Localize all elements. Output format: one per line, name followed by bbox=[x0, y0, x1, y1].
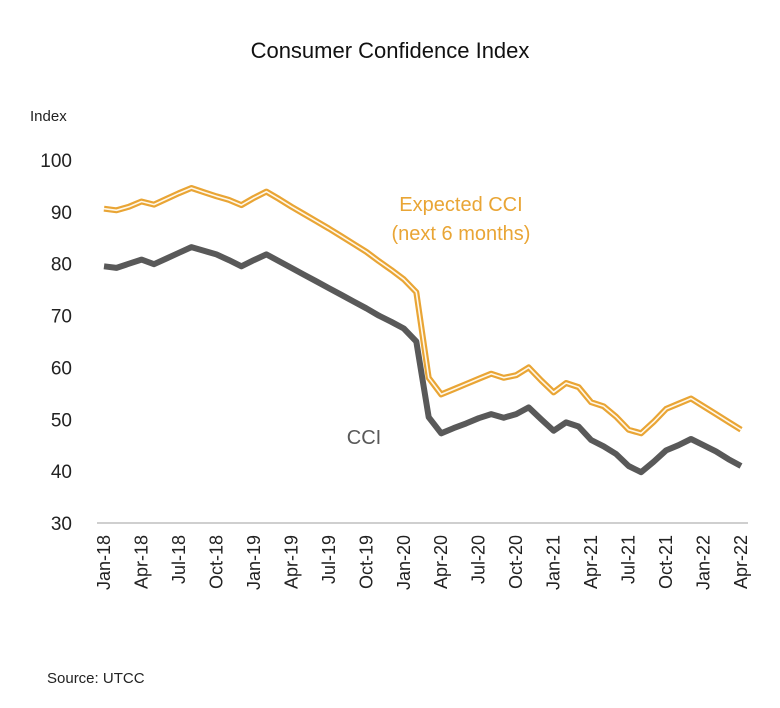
source-note: Source: UTCC bbox=[47, 670, 145, 687]
x-tick-label: Oct-19 bbox=[356, 535, 376, 589]
y-tick-label: 60 bbox=[51, 358, 72, 379]
x-tick-label: Jan-18 bbox=[94, 535, 114, 590]
x-tick-label: Jan-21 bbox=[544, 535, 564, 590]
series-label-cci: CCI bbox=[347, 427, 381, 449]
series-label-expected-line2: (next 6 months) bbox=[392, 223, 531, 245]
y-tick-label: 70 bbox=[51, 307, 72, 328]
x-tick-label: Jul-20 bbox=[469, 535, 489, 584]
x-tick-label: Apr-21 bbox=[581, 535, 601, 589]
x-tick-label: Apr-19 bbox=[281, 535, 301, 589]
x-tick-label: Oct-18 bbox=[206, 535, 226, 589]
series-lines bbox=[103, 185, 743, 476]
y-tick-label: 40 bbox=[51, 462, 72, 483]
x-tick-label: Apr-22 bbox=[731, 535, 751, 589]
chart-title: Consumer Confidence Index bbox=[251, 38, 530, 63]
x-tick-label: Jul-18 bbox=[169, 535, 189, 584]
y-tick-label: 80 bbox=[51, 255, 72, 276]
series-line-expected-cci-highlight bbox=[103, 187, 742, 435]
x-tick-label: Jan-19 bbox=[244, 535, 264, 590]
y-tick-label: 30 bbox=[51, 514, 72, 535]
x-tick-label: Jan-20 bbox=[394, 535, 414, 590]
x-tick-label: Apr-18 bbox=[131, 535, 151, 589]
x-tick-label: Oct-21 bbox=[656, 535, 676, 589]
y-axis-label: Index bbox=[30, 108, 67, 125]
y-tick-label: 100 bbox=[40, 151, 72, 172]
series-line-cci bbox=[103, 244, 743, 476]
x-tick-label: Jan-22 bbox=[694, 535, 714, 590]
y-axis-ticks: 30 40 50 60 70 80 90 100 bbox=[40, 151, 72, 535]
x-tick-label: Oct-20 bbox=[506, 535, 526, 589]
series-label-expected-line1: Expected CCI bbox=[399, 194, 522, 216]
x-tick-label: Jul-21 bbox=[619, 535, 639, 584]
y-tick-label: 50 bbox=[51, 410, 72, 431]
x-tick-label: Apr-20 bbox=[431, 535, 451, 589]
x-tick-label: Jul-19 bbox=[319, 535, 339, 584]
y-tick-label: 90 bbox=[51, 203, 72, 224]
x-axis-ticks: Jan-18 Apr-18 Jul-18 Oct-18 Jan-19 Apr-19 Jul-… bbox=[94, 535, 751, 590]
